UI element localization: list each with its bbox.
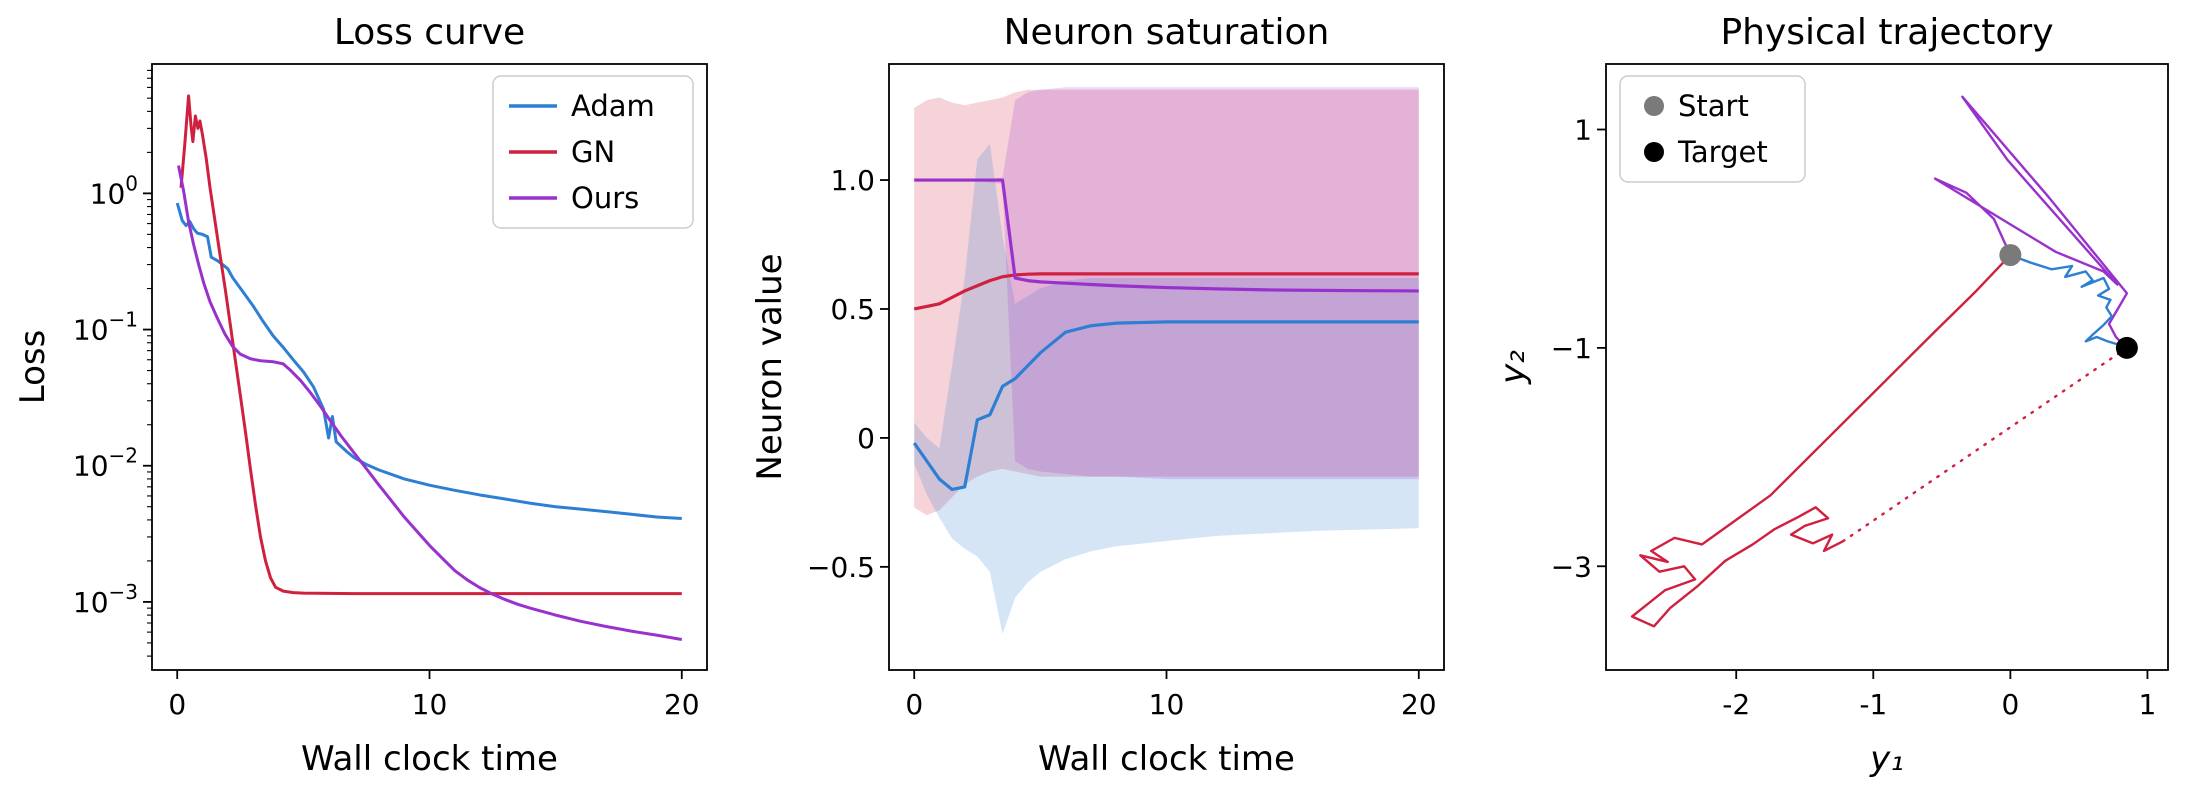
x-tick-label: 0 — [905, 688, 923, 721]
adam-line — [175, 202, 682, 520]
physical-trajectory-plot: -2 -1 0 1 1 −1 −3 Physical trajectory y₁ y₂ Start T… — [1493, 12, 2169, 779]
loss-curve-plot: 0 10 20 100 10−1 10−2 10−3 Loss curve Wall clock… — [13, 12, 708, 779]
gn-trajectory-approach — [1841, 346, 2129, 543]
legend-label: Start — [1678, 89, 1749, 123]
x-tick-label: 20 — [664, 688, 700, 721]
start-marker — [1999, 244, 2022, 267]
legend-label: Ours — [571, 181, 639, 215]
legend-label: Target — [1677, 135, 1768, 169]
legend-marker-start — [1644, 96, 1664, 116]
y-axis-label: Neuron value — [750, 253, 790, 480]
y-tick-label: −1 — [1551, 332, 1592, 365]
x-tick-label: 0 — [168, 688, 186, 721]
axes-box — [1605, 63, 2169, 671]
subplot-physical-trajectory: -2 -1 0 1 1 −1 −3 Physical trajectory y₁ y₂ Start T… — [1474, 0, 2212, 790]
gn-trajectory-explore — [1630, 254, 2012, 628]
x-axis-label: Wall clock time — [1038, 739, 1295, 779]
ours-line — [914, 178, 1419, 293]
y-tick-label: 10−2 — [73, 444, 138, 483]
x-tick-label: 1 — [2139, 688, 2157, 721]
x-tick-label: 10 — [412, 688, 448, 721]
ours-trajectory — [1933, 95, 2129, 347]
y-axis-label: y₂ — [1493, 350, 1533, 385]
ours-line — [177, 165, 683, 641]
gn-line — [913, 272, 1419, 311]
y-tick-label: 1.0 — [830, 164, 875, 197]
x-tick-label: 10 — [1149, 688, 1185, 721]
y-tick-label: 0.5 — [830, 293, 875, 326]
y-tick-label: 1 — [1574, 114, 1592, 147]
subplot-loss-curve: 0 10 20 100 10−1 10−2 10−3 Loss curve Wall clock… — [0, 0, 737, 790]
legend-label: GN — [571, 135, 615, 169]
legend-label: Adam — [571, 89, 655, 123]
adam-band — [914, 143, 1419, 634]
adam-trajectory — [2009, 253, 2128, 350]
y-axis-label: Loss — [13, 330, 53, 405]
gn-line — [179, 94, 682, 596]
y-tick-label: 10−3 — [73, 580, 138, 619]
chart-title: Physical trajectory — [1720, 12, 2053, 53]
y-tick-label: 10−1 — [73, 308, 138, 347]
legend-marker-target — [1644, 142, 1664, 162]
x-axis-label: y₁ — [1869, 739, 1904, 779]
chart-title: Neuron saturation — [1004, 12, 1330, 53]
y-tick-label: 100 — [90, 171, 138, 210]
legend-box — [492, 75, 694, 229]
ours-band — [914, 87, 1419, 480]
x-tick-label: 20 — [1401, 688, 1437, 721]
gn-band — [914, 89, 1419, 516]
x-tick-label: 0 — [2001, 688, 2019, 721]
x-tick-label: -2 — [1722, 688, 1750, 721]
x-axis-label: Wall clock time — [301, 739, 558, 779]
x-tick-label: -1 — [1859, 688, 1887, 721]
legend-box — [1619, 75, 1806, 183]
neuron-saturation-plot: 0 10 20 1.0 0.5 0 −0.5 Neuron saturation Wall cl… — [750, 12, 1445, 779]
y-tick-label: 0 — [857, 422, 875, 455]
target-marker — [2115, 336, 2138, 359]
subplot-neuron-saturation: 0 10 20 1.0 0.5 0 −0.5 Neuron saturation Wall cl… — [737, 0, 1474, 790]
chart-title: Loss curve — [334, 12, 525, 53]
adam-line — [912, 320, 1419, 492]
y-tick-label: −3 — [1551, 550, 1592, 583]
y-tick-label: −0.5 — [807, 551, 875, 584]
